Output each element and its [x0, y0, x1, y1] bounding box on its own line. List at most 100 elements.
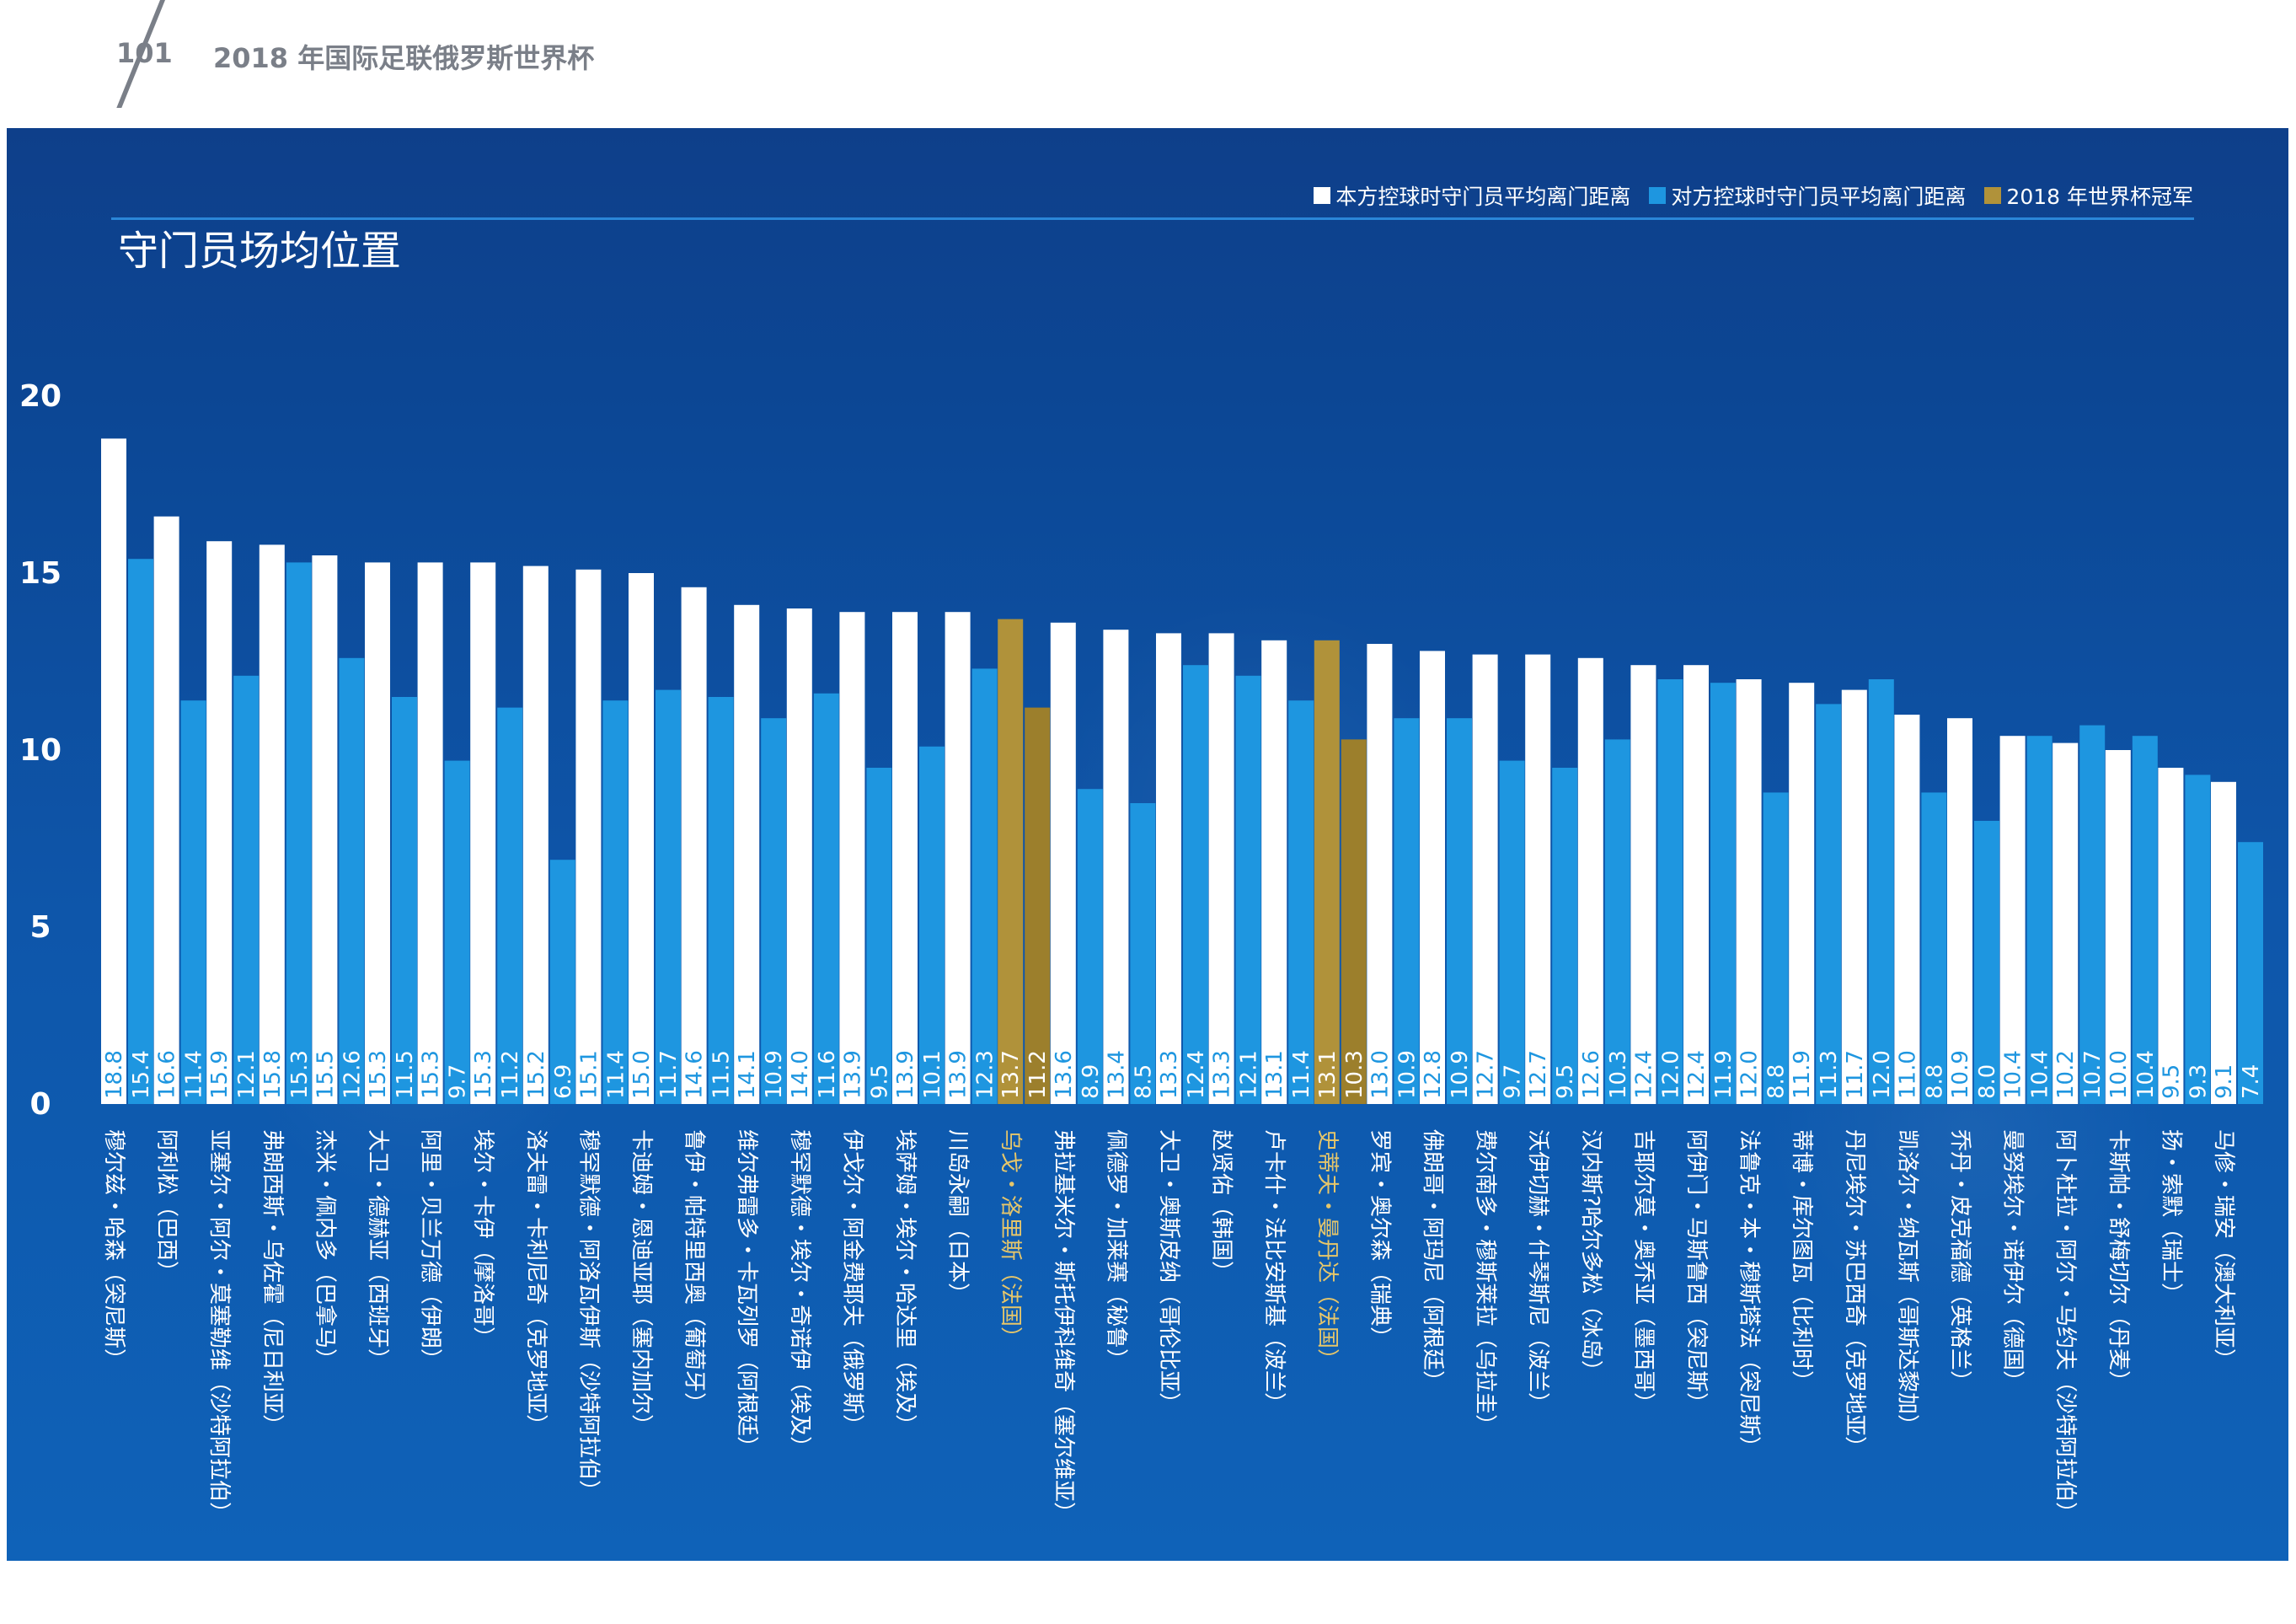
bar-own [1999, 736, 2026, 1104]
value-label-opp: 11.7 [656, 1050, 682, 1099]
bar-own [575, 569, 602, 1104]
bar-own [1525, 654, 1551, 1104]
category-label: 沃伊切赫・什琴斯尼（波兰） [1525, 1129, 1550, 1414]
bar-opp [286, 562, 312, 1104]
category-label: 穆尔兹・哈森（突尼斯） [101, 1129, 126, 1370]
category-label: 法鲁克・本・穆斯塔法（突尼斯） [1737, 1129, 1762, 1458]
value-label-own: 13.9 [893, 1050, 918, 1099]
value-label-own: 13.9 [840, 1050, 865, 1099]
bar-own [1314, 640, 1340, 1104]
value-label-opp: 11.4 [603, 1050, 629, 1099]
value-label-own: 16.6 [155, 1050, 180, 1099]
bar-opp [497, 707, 523, 1104]
bar-own [153, 516, 179, 1104]
bar-opp [180, 700, 206, 1104]
bar-own [839, 612, 865, 1104]
bar-opp [549, 860, 575, 1104]
value-label-opp: 10.3 [1342, 1050, 1367, 1099]
value-label-opp: 15.3 [287, 1050, 313, 1099]
bar-opp [1394, 718, 1420, 1104]
value-label-own: 13.3 [1210, 1050, 1235, 1099]
legend-label-own: 本方控球时守门员平均离门距离 [1335, 185, 1631, 209]
value-label-own: 12.8 [1421, 1050, 1446, 1099]
bar-own [1736, 679, 1762, 1104]
category-label: 埃萨姆・埃尔・哈达里（埃及） [892, 1129, 918, 1436]
category-label: 史蒂夫・曼丹达（法国） [1314, 1129, 1340, 1370]
value-label-opp: 9.5 [867, 1064, 892, 1099]
bar-opp [1763, 792, 1789, 1104]
value-label-opp: 6.9 [551, 1064, 576, 1099]
value-label-own: 13.3 [1157, 1050, 1182, 1099]
value-label-own: 13.9 [946, 1050, 971, 1099]
bar-opp [919, 746, 945, 1104]
bar-own [1894, 715, 1920, 1104]
value-label-own: 13.7 [998, 1050, 1024, 1099]
legend-swatch-opp [1649, 187, 1667, 204]
value-label-own: 13.0 [1367, 1050, 1393, 1099]
category-label: 大卫・奥斯皮纳（哥伦比亚） [1156, 1129, 1181, 1414]
bar-opp [392, 697, 417, 1104]
value-label-opp: 10.9 [1394, 1050, 1420, 1099]
bar-opp [1604, 739, 1630, 1104]
category-label: 阿里・贝兰万德（伊朗） [418, 1129, 443, 1370]
value-label-own: 15.8 [260, 1050, 286, 1099]
bar-own [1841, 689, 1867, 1104]
bar-opp [708, 697, 734, 1104]
category-label: 费尔南多・穆斯莱拉（乌拉圭） [1473, 1129, 1498, 1436]
bar-opp [1499, 760, 1525, 1104]
bar-opp [1868, 679, 1894, 1104]
bar-opp [1816, 704, 1842, 1104]
category-label: 蒂博・库尔图瓦（比利时） [1789, 1129, 1814, 1392]
bar-own [312, 555, 338, 1104]
bar-own [1472, 654, 1498, 1104]
category-label: 汉内斯?哈尔多松（冰岛） [1578, 1129, 1603, 1382]
category-label: 洛夫雷・卡利尼奇（克罗地亚） [523, 1129, 549, 1436]
bar-opp [866, 768, 892, 1104]
value-label-opp: 10.1 [920, 1050, 945, 1099]
legend-divider [111, 217, 2194, 220]
legend-item-champion: 2018 年世界杯冠军 [1984, 180, 2193, 211]
value-label-opp: 8.9 [1078, 1064, 1104, 1099]
bar-own [417, 562, 443, 1104]
value-label-opp: 9.5 [1553, 1064, 1578, 1099]
category-label: 伊戈尔・阿金费耶夫（俄罗斯） [839, 1129, 864, 1436]
y-tick-label: 0 [29, 1087, 51, 1122]
bar-opp [2132, 736, 2158, 1104]
bar-opp [128, 559, 153, 1104]
value-label-own: 13.1 [1315, 1050, 1341, 1099]
bar-opp [1025, 707, 1051, 1104]
category-label: 乔丹・皮克福德（英格兰） [1947, 1129, 1972, 1392]
legend-label-champion: 2018 年世界杯冠军 [2006, 185, 2193, 209]
value-label-own: 15.1 [576, 1050, 602, 1099]
category-label: 川岛永嗣（日本） [945, 1129, 971, 1305]
category-label: 吉耶尔莫・奥乔亚（墨西哥） [1630, 1129, 1656, 1414]
bar-own [681, 587, 707, 1104]
category-label: 马修・瑞安（澳大利亚） [2211, 1129, 2236, 1370]
bar-own [1103, 630, 1129, 1104]
bar-own [1789, 683, 1815, 1104]
bar-own [522, 565, 549, 1104]
page-header-title: 2018 年国际足联俄罗斯世界杯 [213, 42, 595, 74]
bar-own [945, 612, 971, 1104]
value-label-opp: 8.8 [1764, 1064, 1790, 1099]
value-label-opp: 10.3 [1606, 1050, 1631, 1099]
value-label-opp: 15.4 [129, 1050, 154, 1099]
bar-opp [1077, 789, 1103, 1104]
bar-own [1261, 640, 1287, 1104]
category-label: 埃尔・卡伊（摩洛哥） [470, 1129, 495, 1348]
bar-opp [1183, 665, 1208, 1104]
bar-own [734, 604, 760, 1104]
value-label-opp: 11.3 [1817, 1050, 1842, 1099]
bar-own [629, 573, 654, 1104]
value-label-opp: 11.2 [498, 1050, 523, 1099]
page-header: 101 2018 年国际足联俄罗斯世界杯 [0, 0, 2296, 126]
bar-own [892, 612, 918, 1104]
bar-opp [1921, 792, 1947, 1104]
value-label-own: 10.0 [2106, 1050, 2132, 1099]
legend-item-opp: 对方控球时守门员平均离门距离 [1649, 180, 1966, 211]
bar-opp [2185, 774, 2211, 1104]
value-label-opp: 11.5 [393, 1050, 418, 1099]
value-label-opp: 7.4 [2239, 1064, 2264, 1099]
bar-own [2105, 750, 2131, 1104]
